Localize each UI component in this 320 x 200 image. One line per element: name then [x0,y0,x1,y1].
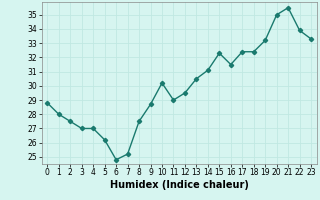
X-axis label: Humidex (Indice chaleur): Humidex (Indice chaleur) [110,180,249,190]
